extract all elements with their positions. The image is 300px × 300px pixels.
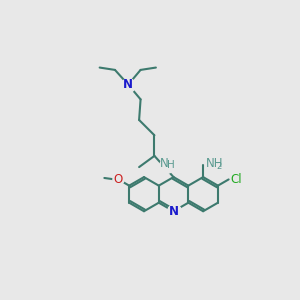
Text: 2: 2 — [217, 162, 222, 171]
Text: O: O — [114, 173, 123, 186]
Text: N: N — [169, 205, 178, 218]
Text: N: N — [160, 157, 169, 170]
Text: N: N — [123, 78, 133, 91]
Text: NH: NH — [206, 157, 223, 170]
Text: H: H — [167, 160, 174, 170]
Text: Cl: Cl — [230, 173, 242, 186]
